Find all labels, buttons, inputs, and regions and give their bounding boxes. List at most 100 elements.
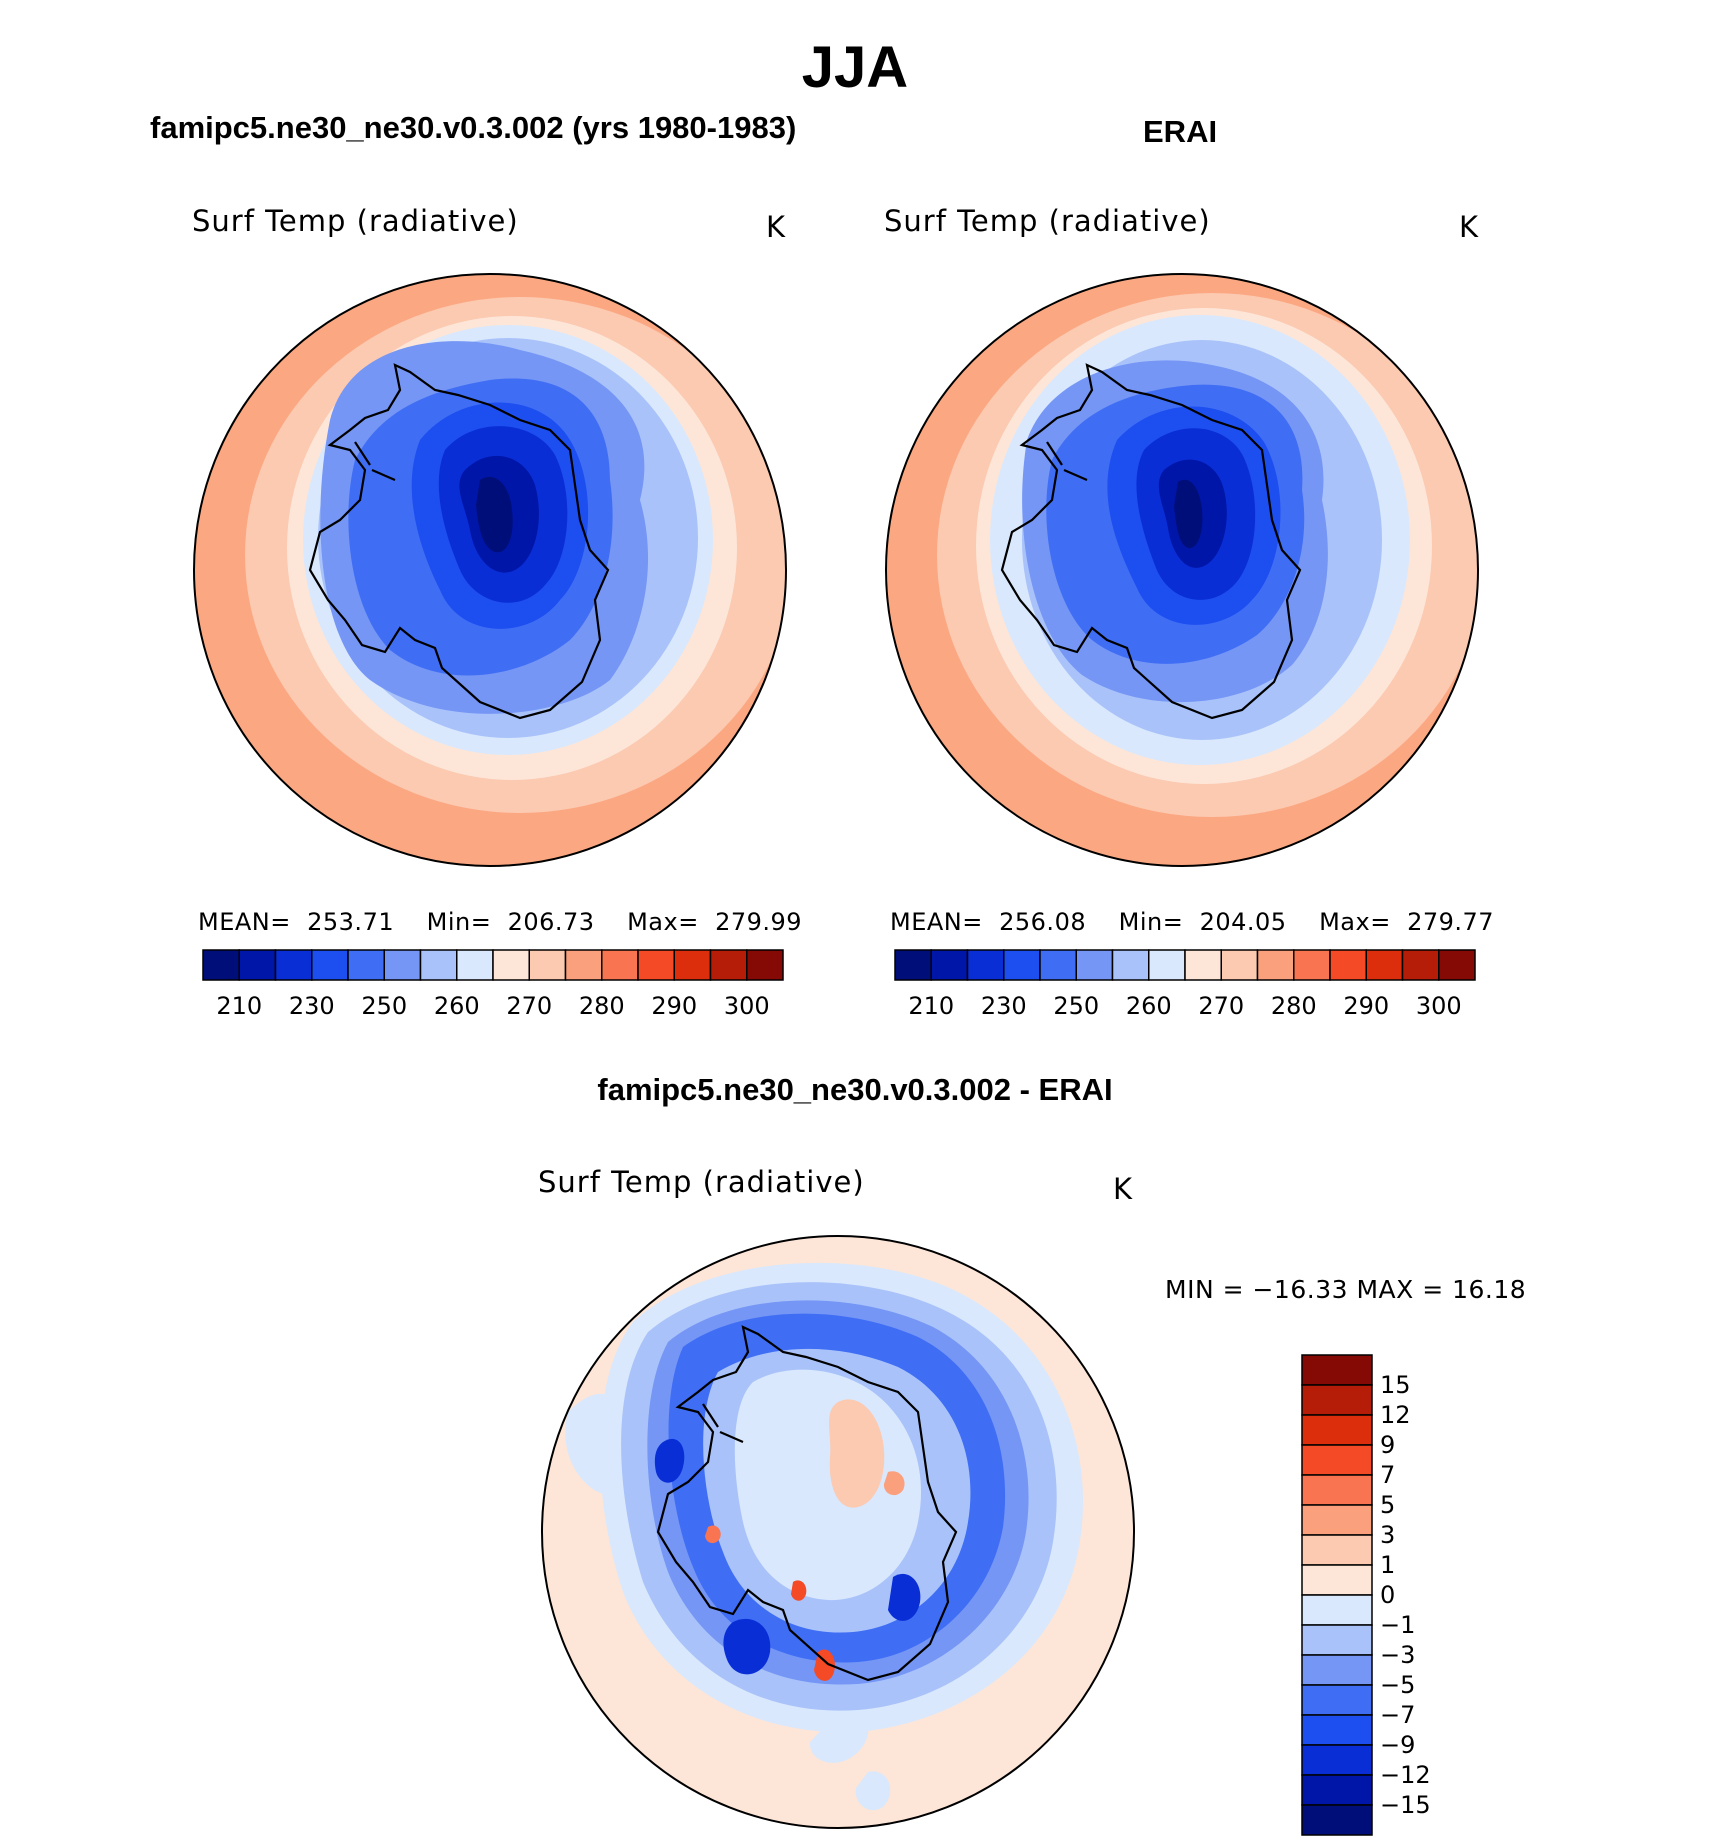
main-title: JJA <box>801 35 909 100</box>
diff-units-label: K <box>1113 1172 1134 1206</box>
colorbar-swatch <box>1301 1384 1373 1416</box>
colorbar-tick-label: 1 <box>1380 1551 1396 1579</box>
colorbar-tick-label: 290 <box>651 992 698 1020</box>
antarctica-coastline <box>308 363 610 720</box>
colorbar-swatch <box>1003 949 1041 981</box>
colorbar-swatch <box>1301 1774 1373 1806</box>
colorbar-swatch <box>1301 1744 1373 1776</box>
colorbar-swatch <box>1401 949 1440 981</box>
diff-warm-spot <box>883 1471 905 1496</box>
left-variable-label: Surf Temp (radiative) <box>192 204 519 238</box>
diff-cold-pocket <box>888 1573 921 1621</box>
left-min-label: Min= <box>426 908 492 936</box>
colorbar-tick-label: 5 <box>1380 1491 1396 1519</box>
colorbar-tick-label: 250 <box>1053 992 1100 1020</box>
colorbar-swatch <box>637 949 675 981</box>
colorbar-swatch <box>419 949 458 981</box>
right-max-label: Max= <box>1319 908 1391 936</box>
ring-core <box>476 476 513 553</box>
colorbar-swatch <box>1438 949 1476 981</box>
left-mean-value: 253.71 <box>307 908 395 936</box>
colorbar-tick-label: 270 <box>506 992 553 1020</box>
left-mean-label: MEAN= <box>198 908 291 936</box>
colorbar-swatch <box>274 949 313 981</box>
colorbar-tick-label: 280 <box>1270 992 1317 1020</box>
colorbar-tick-label: −3 <box>1380 1641 1416 1669</box>
colorbar-swatch <box>1301 1504 1373 1536</box>
colorbar-tick-label: 210 <box>216 992 263 1020</box>
antarctica-coastline <box>656 1325 958 1682</box>
diff-warm-ridge <box>829 1399 885 1508</box>
left-max-label: Max= <box>627 908 699 936</box>
right-polar-map <box>885 273 1479 867</box>
colorbar-tick-label: 210 <box>908 992 955 1020</box>
colorbar-swatch <box>492 949 530 981</box>
colorbar-tick-label: 260 <box>1125 992 1172 1020</box>
colorbar-tick-label: 260 <box>433 992 480 1020</box>
colorbar-swatch <box>709 949 748 981</box>
colorbar-swatch <box>1301 1714 1373 1746</box>
right-max-value: 279.77 <box>1407 908 1495 936</box>
right-colorbar <box>894 949 1476 981</box>
colorbar-swatch <box>1301 1624 1373 1656</box>
colorbar-tick-label: 3 <box>1380 1521 1396 1549</box>
colorbar-swatch <box>383 949 422 981</box>
colorbar-tick-label: −5 <box>1380 1671 1416 1699</box>
antarctica-coastline <box>1000 363 1302 720</box>
colorbar-swatch <box>746 949 784 981</box>
diff-variable-label: Surf Temp (radiative) <box>538 1165 865 1199</box>
colorbar-swatch <box>930 949 969 981</box>
right-mean-value: 256.08 <box>999 908 1087 936</box>
colorbar-swatch <box>564 949 603 981</box>
colorbar-swatch <box>1256 949 1295 981</box>
map-border <box>885 273 1479 867</box>
colorbar-tick-label: 0 <box>1380 1581 1396 1609</box>
colorbar-tick-label: −12 <box>1380 1761 1431 1789</box>
colorbar-swatch <box>894 949 932 981</box>
colorbar-tick-label: 300 <box>723 992 770 1020</box>
colorbar-swatch <box>1075 949 1114 981</box>
colorbar-swatch <box>1301 1804 1373 1836</box>
left-stats: MEAN= 253.71 Min= 206.73 Max= 279.99 <box>198 908 802 936</box>
colorbar-swatch <box>601 949 639 981</box>
map-border <box>541 1235 1135 1829</box>
colorbar-swatch <box>1301 1684 1373 1716</box>
right-colorbar-ticks: 210 230 250 260 270 280 290 300 <box>895 988 1475 1020</box>
left-polar-map <box>193 273 787 867</box>
colorbar-tick-label: 270 <box>1198 992 1245 1020</box>
right-mean-label: MEAN= <box>890 908 983 936</box>
right-panel-title: ERAI <box>1143 114 1218 149</box>
right-min-label: Min= <box>1118 908 1184 936</box>
diff-warm-spot <box>791 1580 807 1601</box>
colorbar-tick-label: 290 <box>1343 992 1390 1020</box>
colorbar-swatch <box>1184 949 1222 981</box>
map-border <box>193 273 787 867</box>
colorbar-swatch <box>1301 1594 1373 1626</box>
colorbar-swatch <box>1220 949 1259 981</box>
diff-light-patch <box>855 1771 891 1811</box>
diff-polar-map <box>541 1235 1135 1829</box>
colorbar-tick-label: −15 <box>1380 1791 1431 1819</box>
colorbar-tick-label: 230 <box>980 992 1027 1020</box>
diff-panel-title: famipc5.ne30_ne30.v0.3.002 - ERAI <box>597 1072 1113 1107</box>
colorbar-swatch <box>1111 949 1150 981</box>
diff-warm-spot <box>705 1525 721 1544</box>
colorbar-swatch <box>1148 949 1186 981</box>
right-stats: MEAN= 256.08 Min= 204.05 Max= 279.77 <box>890 908 1494 936</box>
colorbar-swatch <box>311 949 349 981</box>
colorbar-tick-label: 230 <box>288 992 335 1020</box>
colorbar-swatch <box>238 949 277 981</box>
right-units-label: K <box>1459 210 1480 244</box>
colorbar-swatch <box>673 949 712 981</box>
colorbar-swatch <box>966 949 1005 981</box>
left-panel-title: famipc5.ne30_ne30.v0.3.002 (yrs 1980-198… <box>150 110 797 145</box>
colorbar-tick-label: −7 <box>1380 1701 1416 1729</box>
colorbar-swatch <box>1301 1564 1373 1596</box>
colorbar-swatch <box>202 949 240 981</box>
left-min-value: 206.73 <box>507 908 595 936</box>
colorbar-tick-label: −1 <box>1380 1611 1416 1639</box>
colorbar-swatch <box>1039 949 1077 981</box>
right-min-value: 204.05 <box>1199 908 1287 936</box>
colorbar-tick-label: 15 <box>1380 1371 1411 1399</box>
diff-colorbar <box>1301 1354 1373 1836</box>
